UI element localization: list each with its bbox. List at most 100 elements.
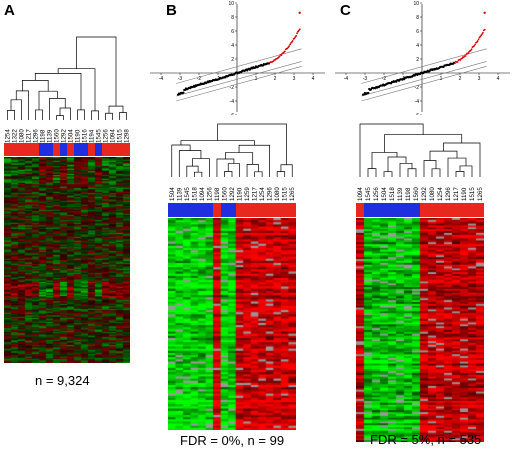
sample-ids-a: 1254 1322 1080 1217 1296 1198 1139 1560 1292 1504… [5, 129, 131, 143]
dendrogram-branch [180, 140, 255, 146]
group-bar-segment [220, 203, 229, 217]
dendrogram-branch [280, 164, 293, 177]
group-bar-segment [53, 143, 60, 156]
sample-id-label: 1515 [469, 187, 476, 201]
group-bar-segment [460, 203, 468, 217]
sample-id-label: 1256 [103, 129, 110, 143]
sample-id-label: 1217 [252, 187, 259, 201]
group-bar-segment [88, 143, 95, 156]
qq-x-tick-label: 4 [497, 76, 500, 82]
qq-reference-line [361, 66, 487, 102]
group-bar-segment [168, 203, 176, 217]
qq-x-tick-label: -2 [382, 76, 387, 82]
group-bar-segment [228, 203, 236, 217]
dendrogram-branch [443, 142, 481, 177]
group-bar-segment [235, 203, 244, 217]
qq-x-tick-label: 4 [312, 76, 315, 82]
sample-id-label: 1515 [117, 129, 124, 143]
group-bar-segment [190, 203, 199, 217]
group-bar-segment [175, 203, 184, 217]
dendrogram-branch [225, 152, 254, 165]
dendrogram-branch [7, 109, 15, 120]
group-bar-segment [288, 203, 297, 217]
dendrogram-branch [105, 112, 113, 120]
qq-y-tick-label: 10 [413, 1, 419, 7]
sample-id-label: 1265 [289, 187, 296, 201]
dendrogram-a [7, 36, 127, 120]
sample-id-label: 1139 [47, 129, 54, 143]
dendrogram-branch [384, 134, 463, 153]
group-bar-segment [109, 143, 116, 156]
dendrogram-branch [171, 144, 191, 177]
dendrogram-branch [192, 158, 210, 177]
qq-y-tick-label: 6 [416, 29, 419, 35]
group-bar-segment [25, 143, 32, 156]
qq-x-tick-label: -3 [363, 76, 368, 82]
qq-x-tick-label: -4 [344, 76, 349, 82]
caption-c: FDR = 5%, n = 535 [370, 432, 482, 447]
caption-a: n = 9,324 [35, 373, 90, 388]
qq-plot-b: -4-3-2-11234108642-2-4-6 [150, 1, 325, 115]
sample-id-label: 1296 [33, 129, 40, 143]
group-bar-segment [420, 203, 428, 217]
group-bar-segment [436, 203, 444, 217]
qq-y-tick-label: -6 [415, 113, 420, 115]
sample-id-label: 1080 [274, 187, 281, 201]
sample-id-label: 1560 [54, 129, 61, 143]
dendrogram-branch [459, 165, 473, 177]
sample-id-label: 1516 [82, 129, 89, 143]
dendrogram-branch [34, 73, 82, 110]
group-bar-segment [67, 143, 74, 156]
group-bar-b [168, 203, 297, 217]
group-bar-segment [243, 203, 251, 217]
qq-x-tick-label: 3 [478, 76, 481, 82]
group-bar-segment [404, 203, 412, 217]
qq-y-tick-label: 4 [231, 43, 234, 49]
caption-b: FDR = 0%, n = 99 [180, 433, 285, 448]
group-bar-segment [428, 203, 436, 217]
group-bar-segment [123, 143, 130, 156]
sample-ids-b: 1504 1139 1545 1518 1094 1256 1198 1560 1292 1190… [169, 187, 296, 201]
sample-id-label: 1198 [214, 187, 221, 201]
group-bar-segment [273, 203, 281, 217]
group-bar-c [356, 203, 484, 217]
dendrogram-branch [49, 98, 66, 120]
dendrogram-branch [429, 150, 458, 161]
qq-y-tick-label: -4 [230, 99, 235, 105]
dendrogram-branch [38, 90, 58, 110]
group-bar-segment [364, 203, 372, 217]
dendrogram-branch [399, 162, 413, 177]
dendrogram-branch [76, 36, 117, 107]
sample-id-label: 1545 [365, 187, 372, 201]
sample-id-label: 1560 [221, 187, 228, 201]
group-bar-segment [116, 143, 123, 156]
dendrogram-branch [57, 68, 96, 111]
dendrogram-branch [217, 123, 287, 165]
sample-id-label: 1094 [199, 187, 206, 201]
sample-id-label: 1545 [184, 187, 191, 201]
sample-id-label: 1296 [445, 187, 452, 201]
sample-id-label: 1094 [110, 129, 117, 143]
group-bar-segment [280, 203, 289, 217]
qq-x-tick-label: -3 [178, 76, 183, 82]
dendrogram-branch [22, 80, 49, 92]
sample-id-label: 1292 [61, 129, 68, 143]
qq-x-tick-label: -4 [159, 76, 164, 82]
sample-id-label: 1298 [124, 129, 131, 143]
qq-x-tick-label: 2 [274, 76, 277, 82]
qq-y-tick-label: -2 [415, 85, 420, 91]
qq-y-tick-label: 6 [231, 29, 234, 35]
qq-y-tick-label: 10 [228, 1, 234, 7]
sample-ids-c: 1094 1545 1256 1504 1518 1139 1198 1560 1292 1080… [357, 187, 484, 201]
group-bar-segment [4, 143, 11, 156]
qq-points [177, 28, 301, 96]
group-bar-segment [39, 143, 46, 156]
dendrogram-branch [227, 163, 240, 177]
dendrogram-branch [10, 99, 22, 120]
group-bar-segment [95, 143, 102, 156]
group-bar-segment [380, 203, 388, 217]
sample-id-label: 1296 [267, 187, 274, 201]
qq-extreme-point [483, 11, 486, 14]
group-bar-segment [356, 203, 364, 217]
group-bar-segment [74, 143, 81, 156]
